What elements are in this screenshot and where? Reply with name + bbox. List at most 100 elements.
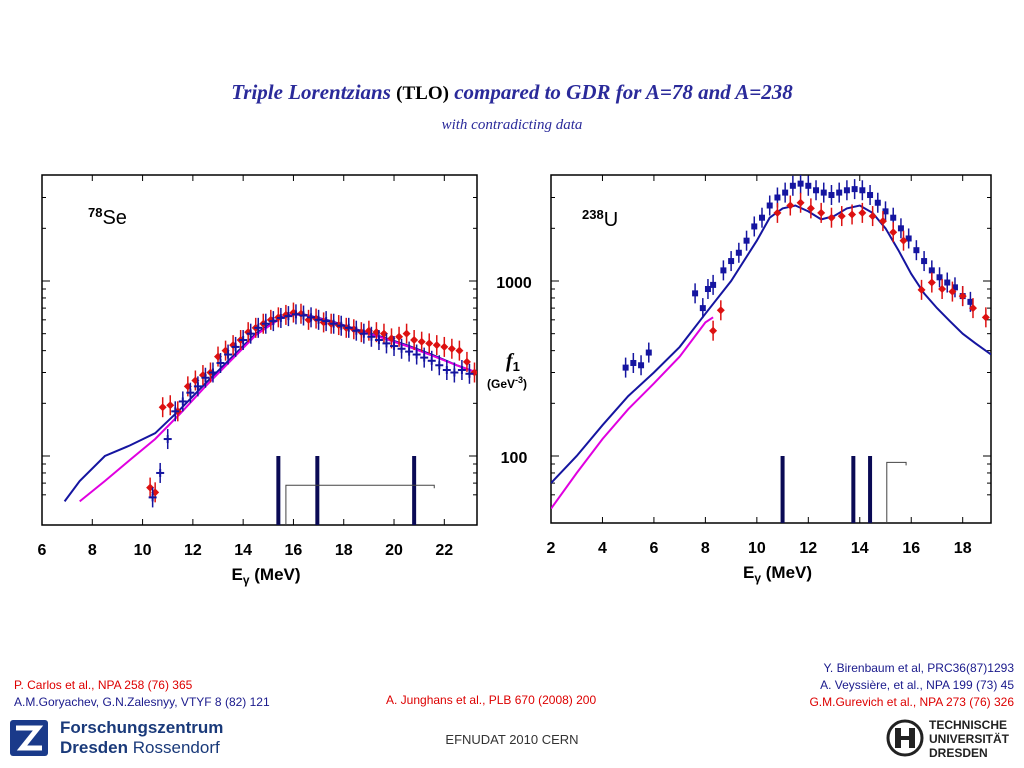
data-point xyxy=(766,202,773,209)
step-line xyxy=(886,461,907,523)
data-point xyxy=(899,236,908,245)
data-point xyxy=(797,180,804,187)
data-point xyxy=(805,182,812,189)
fzd-logo: Forschungszentrum Dresden Rossendorf xyxy=(8,716,223,765)
data-point xyxy=(774,194,781,201)
y-units-end: ) xyxy=(523,377,527,391)
data-point xyxy=(735,249,742,256)
data-point xyxy=(720,267,727,274)
y-units-main: (GeV xyxy=(487,377,515,391)
data-point xyxy=(948,287,957,296)
data-point xyxy=(890,214,897,221)
page-title: Triple Lorentzians (TLO) compared to GDR… xyxy=(0,80,1024,105)
x-tick-label: 12 xyxy=(799,540,817,557)
tu-dresden-logo-icon xyxy=(886,719,924,757)
data-point xyxy=(981,313,990,322)
data-point xyxy=(709,326,718,335)
x-tick-label: 14 xyxy=(234,542,252,559)
data-point xyxy=(868,212,877,221)
refs-left: P. Carlos et al., NPA 258 (76) 365 A.M.G… xyxy=(14,677,270,711)
y-tick-label: 100 xyxy=(501,450,528,467)
nucleus-mass: 78 xyxy=(88,205,102,220)
ref-left-1: P. Carlos et al., NPA 258 (76) 365 xyxy=(14,678,193,692)
x-tick-label: 2 xyxy=(547,540,556,557)
tu-line2: UNIVERSITÄT xyxy=(929,732,1010,746)
x-axis-label-sub: γ xyxy=(243,573,250,587)
data-point xyxy=(958,292,967,301)
data-point xyxy=(796,198,805,207)
fzd-line2b: Rossendorf xyxy=(132,738,220,757)
data-point xyxy=(897,225,904,232)
data-point xyxy=(425,339,434,348)
x-tick-label: 4 xyxy=(598,540,607,557)
y-axis-label-main: f xyxy=(506,350,515,372)
resonance-bar xyxy=(276,456,281,525)
data-point xyxy=(889,228,898,237)
data-point xyxy=(951,284,958,291)
data-point xyxy=(710,281,717,288)
data-point xyxy=(917,285,926,294)
data-point xyxy=(470,368,477,377)
chart-78Se: 6 8 10 12 14 16 18 20 22 Eγ (MeV) 78Se xyxy=(38,174,478,587)
chart-238U: 2 4 6 8 10 12 14 16 18 Eγ (MeV) 238U xyxy=(547,174,992,585)
x-tick-label: 8 xyxy=(88,542,97,559)
y-axis-units: (GeV-3) xyxy=(487,375,527,391)
data-point xyxy=(751,223,758,230)
data-point xyxy=(645,349,652,356)
data-point xyxy=(820,189,827,196)
ref-left-2: A.M.Goryachev, G.N.Zalesnyy, VTYF 8 (82)… xyxy=(14,695,270,709)
data-point xyxy=(704,286,711,293)
plot-frame xyxy=(550,174,992,524)
fzd-line2: Dresden xyxy=(60,738,129,757)
footer-text: EFNUDAT 2010 CERN xyxy=(445,732,579,747)
data-point xyxy=(874,199,881,206)
data-point xyxy=(938,285,947,294)
data-point xyxy=(813,187,820,194)
x-tick-label: 6 xyxy=(38,542,47,559)
y-axis-label: f1 xyxy=(506,350,520,374)
data-point xyxy=(913,247,920,254)
page-subtitle: with contradicting data xyxy=(441,117,583,133)
resonance-bar xyxy=(851,456,856,523)
plot-area xyxy=(63,302,477,525)
ref-center: A. Junghans et al., PLB 670 (2008) 200 xyxy=(386,693,597,707)
data-point xyxy=(440,342,449,351)
resonance-bar xyxy=(780,456,785,523)
data-point xyxy=(630,359,637,366)
x-tick-label: 22 xyxy=(435,542,453,559)
x-tick-label: 14 xyxy=(851,540,869,557)
x-tick-label: 18 xyxy=(335,542,353,559)
data-point xyxy=(858,208,867,217)
ref-right-2: A. Veyssière, et al., NPA 199 (73) 45 xyxy=(820,678,1014,692)
y-units-sup: -3 xyxy=(515,375,523,385)
data-point xyxy=(867,192,874,199)
data-point xyxy=(848,210,857,219)
data-point xyxy=(786,201,795,210)
data-point xyxy=(827,213,836,222)
x-axis-label-main: E xyxy=(743,563,754,582)
nucleus-label: 238U xyxy=(582,207,618,231)
data-point xyxy=(936,274,943,281)
x-tick-label: 6 xyxy=(649,540,658,557)
data-point xyxy=(447,344,456,353)
x-tick-label: 16 xyxy=(285,542,303,559)
title-part3: compared to GDR for A=78 and A=238 xyxy=(454,80,793,104)
data-point xyxy=(638,362,645,369)
data-point xyxy=(944,279,951,286)
data-point xyxy=(843,187,850,194)
data-point xyxy=(817,208,826,217)
data-point xyxy=(166,401,175,410)
data-point xyxy=(882,208,889,215)
x-tick-label: 10 xyxy=(134,542,152,559)
data-point xyxy=(789,182,796,189)
data-point xyxy=(782,189,789,196)
x-tick-label: 16 xyxy=(902,540,920,557)
data-point xyxy=(828,192,835,199)
fzd-logo-icon xyxy=(10,720,48,756)
data-point xyxy=(968,304,977,313)
nucleus-label: 78Se xyxy=(88,205,127,229)
plot-frame xyxy=(41,174,478,526)
data-point xyxy=(758,214,765,221)
data-point xyxy=(927,278,936,287)
